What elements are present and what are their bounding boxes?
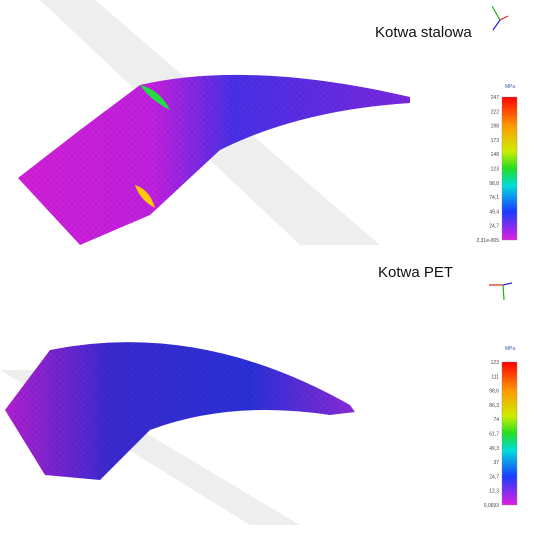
legend-tick-label: 12,3: [489, 489, 499, 495]
legend-tick-label: 173: [491, 138, 500, 144]
legend-tick-label: 0,0693: [484, 503, 500, 509]
hot-spot: [135, 185, 155, 208]
panel-steel: Kotwa stalowa MPa: [18, 0, 518, 245]
hot-spot: [140, 85, 170, 110]
panel-pet: Kotwa PET MPa: [0, 264, 518, 525]
legend-tick-label: 49,4: [489, 209, 499, 215]
legend-tick-label: 98,6: [489, 389, 499, 395]
legend-tick-label: 198: [491, 124, 500, 130]
legend-tick-label: 148: [491, 152, 500, 158]
legend-tick-label: 86,3: [489, 403, 499, 409]
legend-unit: MPa: [505, 346, 516, 352]
legend-tick-label: 111: [491, 374, 499, 380]
legend-unit: MPa: [505, 84, 516, 90]
axis-triad: [491, 5, 509, 31]
legend-tick-label: 123: [491, 360, 500, 366]
legend-tick-label: 123: [491, 167, 500, 173]
legend-tick-label: 49,3: [489, 446, 499, 452]
axis-triad: [489, 282, 513, 301]
legend-tick-label: 37: [493, 460, 499, 466]
panel-title: Kotwa stalowa: [375, 24, 472, 41]
legend-tick-label: 24,7: [489, 474, 499, 480]
legend-tick-label: 2,31e-005: [476, 238, 499, 244]
legend-tick-label: 61,7: [489, 432, 499, 438]
mesh: [5, 342, 355, 480]
colorbar: [501, 361, 518, 506]
mesh: [18, 74, 410, 245]
colorbar: [501, 96, 518, 241]
legend-tick-label: 98,8: [489, 181, 499, 187]
legend-tick-label: 222: [491, 109, 500, 115]
legend-tick-label: 247: [491, 95, 500, 101]
legend-tick-label: 24,7: [489, 224, 499, 230]
panel-title: Kotwa PET: [378, 264, 453, 281]
legend-tick-label: 74: [493, 417, 499, 423]
legend-tick-label: 74,1: [489, 195, 499, 201]
